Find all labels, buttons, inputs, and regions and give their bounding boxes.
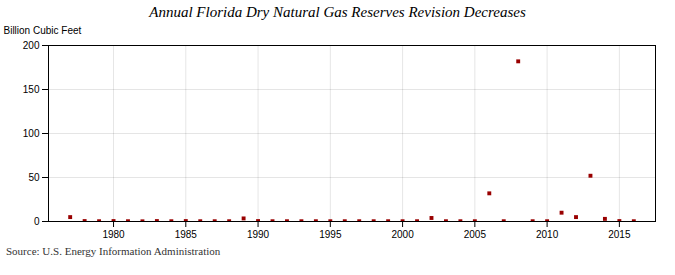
svg-text:Billion Cubic Feet: Billion Cubic Feet: [4, 25, 82, 36]
html-text:Source: U.S. Energy Informatio: Source: U.S. Energy Information Administ…: [6, 245, 221, 257]
svg-text:1990: 1990: [247, 229, 270, 240]
svg-text:50: 50: [28, 172, 40, 183]
svg-text:2000: 2000: [391, 229, 414, 240]
svg-text:2015: 2015: [608, 229, 631, 240]
svg-text:1995: 1995: [319, 229, 342, 240]
html-text:Annual Florida Dry Natural Gas: Annual Florida Dry Natural Gas Reserves …: [149, 4, 526, 20]
svg-text:1985: 1985: [175, 229, 198, 240]
svg-text:1980: 1980: [102, 229, 125, 240]
svg-text:200: 200: [23, 40, 40, 51]
svg-text:100: 100: [23, 128, 40, 139]
svg-text:2005: 2005: [464, 229, 487, 240]
svg-text:2010: 2010: [536, 229, 559, 240]
svg-text:0: 0: [34, 216, 40, 227]
svg-text:150: 150: [23, 84, 40, 95]
